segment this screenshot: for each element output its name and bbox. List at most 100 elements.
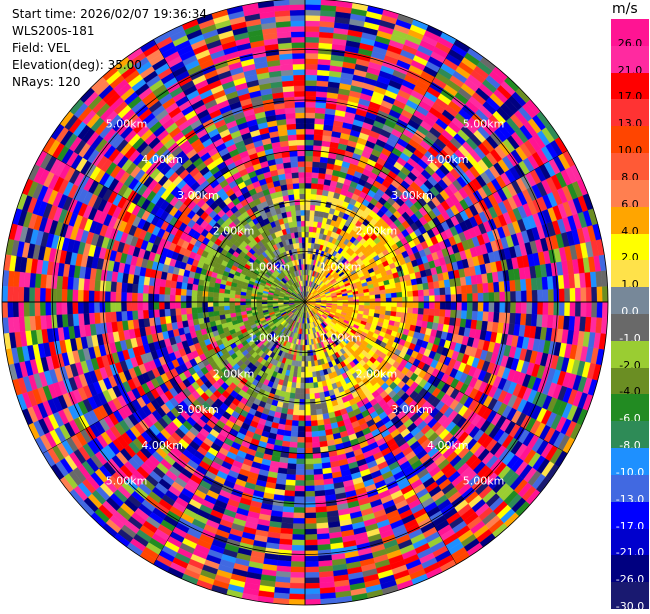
velocity-gate [298, 367, 302, 373]
velocity-gate [281, 523, 293, 529]
velocity-gate [100, 281, 106, 292]
velocity-gate [143, 302, 149, 311]
velocity-gate [285, 490, 296, 496]
velocity-gate [315, 205, 321, 211]
velocity-gate [516, 291, 522, 302]
velocity-gate [170, 309, 176, 316]
velocity-gate [2, 286, 8, 302]
velocity-gate [397, 292, 403, 297]
velocity-gate [317, 75, 329, 81]
velocity-gate [423, 283, 429, 290]
velocity-gate [305, 140, 314, 146]
velocity-gate [305, 102, 316, 108]
velocity-gate [229, 298, 235, 302]
velocity-gate [290, 156, 298, 162]
velocity-gate [315, 102, 326, 108]
velocity-gate [229, 306, 235, 310]
velocity-gate [285, 425, 292, 431]
velocity-gate [386, 293, 392, 298]
velocity-gate [317, 64, 330, 70]
velocity-gate [488, 282, 494, 292]
velocity-gate [67, 302, 73, 315]
velocity-gate [412, 284, 418, 291]
velocity-gate [73, 314, 79, 326]
velocity-gate [510, 280, 516, 291]
velocity-gate [282, 81, 294, 87]
velocity-gate [284, 501, 295, 507]
velocity-gate [305, 183, 311, 189]
velocity-gate [305, 178, 312, 184]
velocity-gate [293, 410, 299, 416]
velocity-gate [290, 15, 305, 21]
velocity-gate [548, 289, 554, 302]
velocity-gate [218, 302, 224, 307]
velocity-gate [224, 294, 230, 299]
velocity-gate [305, 210, 310, 216]
velocity-gate [302, 237, 305, 243]
velocity-gate [494, 292, 500, 302]
velocity-gate [292, 377, 297, 383]
velocity-gate [84, 313, 90, 325]
velocity-gate [316, 86, 328, 92]
velocity-gate [305, 26, 319, 32]
velocity-gate [386, 298, 392, 303]
velocity-gate [191, 302, 197, 308]
velocity-gate [305, 48, 318, 54]
velocity-gate [132, 302, 138, 311]
velocity-gate [99, 291, 105, 302]
velocity-gate [170, 302, 176, 309]
velocity-gate [456, 294, 462, 302]
velocity-gate [446, 294, 452, 302]
velocity-gate [293, 69, 305, 75]
velocity-gate [317, 178, 324, 184]
velocity-gate [296, 123, 305, 129]
velocity-gate [554, 289, 560, 302]
velocity-gate [402, 297, 408, 302]
velocity-gate [537, 290, 543, 303]
velocity-gate [295, 205, 300, 211]
velocity-gate [305, 237, 308, 243]
velocity-gate [287, 129, 296, 135]
velocity-gate [297, 226, 301, 232]
velocity-gate [305, 226, 309, 232]
velocity-gate [197, 313, 203, 319]
velocity-gate [121, 292, 127, 302]
velocity-gate [305, 118, 315, 124]
velocity-gate [213, 302, 219, 307]
velocity-gate [197, 307, 203, 313]
velocity-gate [181, 283, 187, 290]
velocity-gate [170, 288, 176, 295]
velocity-gate [285, 485, 295, 491]
velocity-gate [313, 140, 322, 146]
velocity-gate [202, 297, 208, 302]
velocity-gate [297, 156, 305, 162]
velocity-gate [305, 129, 314, 135]
velocity-gate [305, 172, 312, 178]
velocity-gate [286, 118, 296, 124]
velocity-gate [56, 302, 62, 315]
velocity-gate [99, 302, 105, 313]
velocity-gate [311, 189, 317, 195]
velocity-gate [313, 221, 318, 227]
velocity-gate [240, 295, 246, 299]
velocity-gate [293, 372, 297, 378]
velocity-gate [56, 289, 62, 302]
velocity-gate [305, 86, 316, 92]
velocity-gate [312, 156, 320, 162]
velocity-gate [288, 463, 297, 469]
velocity-gate [281, 70, 293, 76]
velocity-gate [315, 113, 325, 119]
velocity-gate [597, 286, 603, 302]
velocity-gate [299, 194, 305, 200]
velocity-gate [305, 59, 318, 65]
velocity-gate [493, 282, 499, 293]
velocity-gate [314, 216, 319, 222]
velocity-gate [473, 293, 479, 302]
velocity-gate [312, 162, 320, 168]
velocity-gate [35, 302, 41, 316]
velocity-gate [121, 283, 127, 293]
velocity-gate [230, 290, 236, 294]
velocity-gate [301, 215, 306, 221]
velocity-gate [290, 10, 305, 16]
velocity-gate [435, 295, 441, 302]
